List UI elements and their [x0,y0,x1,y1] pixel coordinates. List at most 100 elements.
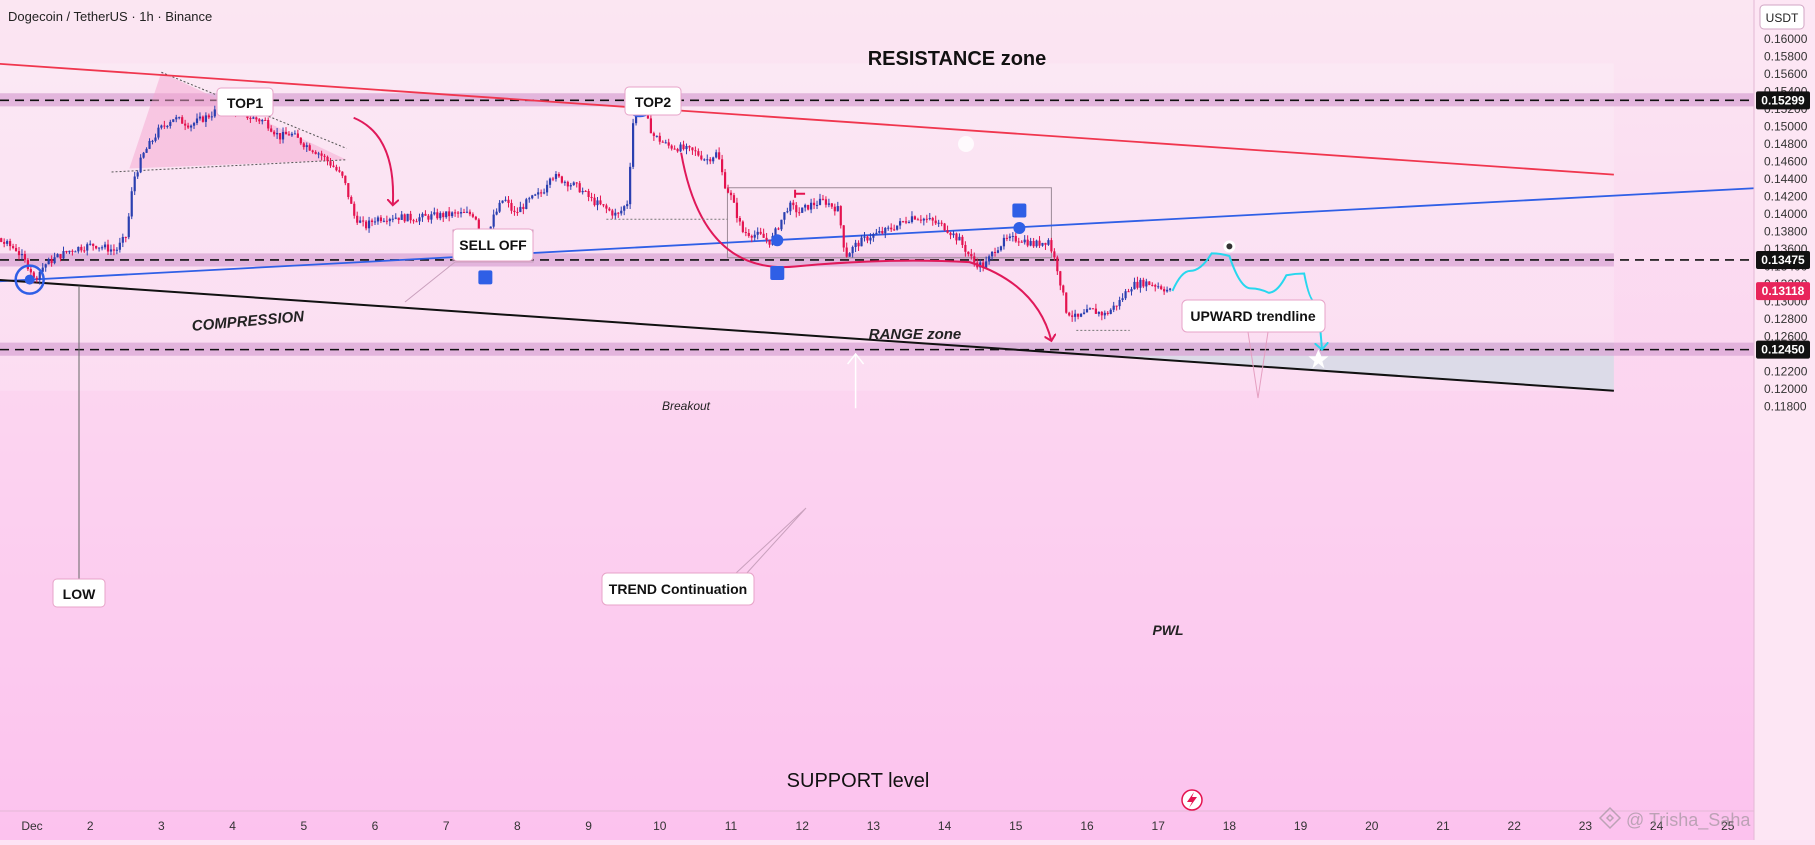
candle-body [513,210,516,213]
candle-body [391,218,394,220]
candle-body [1008,236,1011,239]
symbol-title[interactable]: Dogecoin / TetherUS · 1h · Binance [8,9,212,24]
candle-body [151,140,154,142]
candle [451,211,454,218]
candle [332,161,335,168]
candle-body [661,141,664,143]
candle [284,127,288,135]
candle [6,239,9,247]
price-axis-background [1754,0,1815,840]
candle [848,252,851,257]
candle [655,135,658,138]
candle [777,227,780,231]
price-tick-0.13800: 0.13800 [1764,225,1808,239]
candle-body [848,253,851,257]
candle-body [593,197,596,206]
candle-body [721,159,724,173]
candle [614,208,617,220]
candle-body [626,204,629,207]
candle [780,219,783,232]
candle-body [878,230,881,233]
candle [937,219,940,227]
trendlines-layer [0,63,1764,392]
candle-body [537,192,540,195]
price-tag-text-0.12450: 0.12450 [1761,343,1805,357]
trend-continuation-arrow [680,152,1051,341]
candle [818,193,822,206]
candle-body [881,230,884,234]
candle-body [314,151,317,154]
candle [857,240,860,251]
candle [427,214,430,223]
candle-body [955,233,958,241]
candle [1118,296,1121,310]
candle-body [522,206,525,209]
price-tick-0.15600: 0.15600 [1764,67,1808,81]
candle-body [700,155,703,160]
candle [557,172,561,178]
candle-body [735,202,739,219]
candle [540,189,543,197]
candle [382,218,385,223]
time-tick-2: 2 [87,819,94,833]
candle [290,131,294,137]
candle [65,250,68,254]
price-tick-0.14600: 0.14600 [1764,155,1808,169]
candle [881,226,884,235]
compression-triangle [129,72,347,169]
candle [629,162,632,210]
candle [83,246,86,253]
candle-body [990,251,994,257]
candle-body [59,254,62,259]
candle [445,211,448,219]
candle-body [32,272,35,278]
upward-trendline-label: UPWARD trendline [1181,299,1326,399]
candle [270,125,273,133]
candle-body [373,221,377,223]
candle [142,151,145,159]
candle [255,116,258,122]
candle-body [777,228,780,230]
lightning-icon[interactable] [1181,789,1203,811]
candle [406,213,409,222]
candle [824,196,828,208]
candle [112,244,116,256]
candle [373,217,377,225]
candle-body [178,117,181,119]
candle [890,223,893,232]
candle [320,150,323,161]
candle-body [596,200,599,206]
time-tick-23: 23 [1579,819,1593,833]
currency-badge[interactable] [1759,4,1805,30]
candle-body [560,176,563,183]
candle-body [842,225,845,248]
time-axis[interactable]: Dec 2 3 4 5 6 7 8 9 10 11 12 13 14 15 16 17 18 19 20 21 22 23 2… [21,819,1734,833]
candle [1145,278,1148,292]
candle [1097,311,1100,317]
candle [184,119,187,131]
tradingview-logo-icon [1598,806,1622,830]
candle [872,232,875,242]
candle [513,206,516,216]
time-tick-22: 22 [1508,819,1522,833]
candle-body [382,220,385,222]
candle-body [569,185,572,187]
candle [71,249,74,256]
hammer-icon [794,189,806,198]
candle-body [278,133,282,140]
price-axis[interactable]: USDT [1753,0,1815,840]
candle [525,197,528,210]
candle-body [118,242,121,250]
candle [691,147,694,155]
candle [709,157,712,165]
candle [887,225,890,231]
candle [17,247,21,260]
candle [151,139,154,145]
candle-body [344,175,347,184]
candle [1032,237,1035,248]
candle-body [17,251,21,256]
resistance-trendline [0,63,1614,176]
candle-body [139,157,142,173]
